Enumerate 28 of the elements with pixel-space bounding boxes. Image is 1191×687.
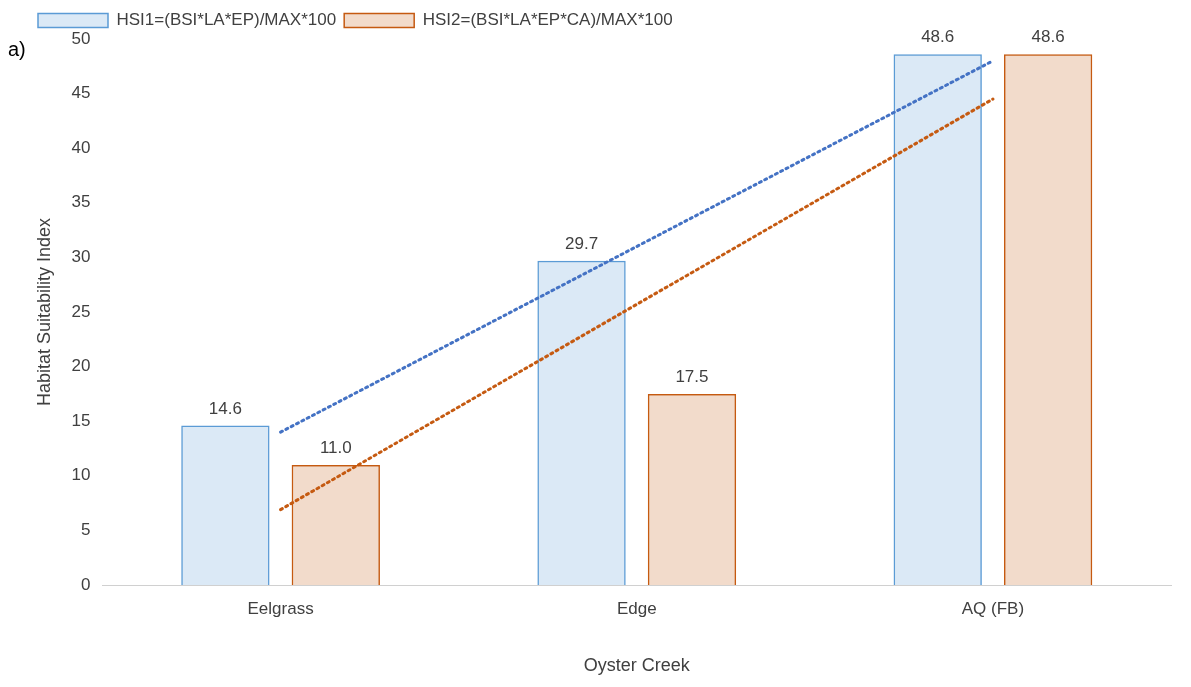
data-label: 48.6 [921, 27, 955, 47]
y-tick-label: 30 [71, 247, 91, 267]
legend-label: HSI1=(BSI*LA*EP)/MAX*100 [116, 10, 337, 30]
data-label: 11.0 [319, 438, 352, 458]
data-label: 29.7 [565, 233, 599, 253]
y-tick-label: 10 [71, 465, 91, 485]
y-axis-title: Habitat Suitability Index [33, 217, 54, 407]
y-tick-label: 45 [71, 83, 91, 103]
data-label: 14.6 [208, 398, 242, 418]
x-tick-label: Eelgrass [247, 598, 314, 618]
x-tick-label: AQ (FB) [961, 598, 1025, 618]
x-tick-label: Edge [616, 598, 657, 618]
data-label: 17.5 [675, 367, 709, 387]
data-label: 48.6 [1031, 27, 1065, 47]
y-tick-label: 0 [81, 574, 91, 594]
bar [1003, 54, 1093, 585]
legend-label: HSI2=(BSI*LA*EP*CA)/MAX*100 [422, 10, 673, 30]
y-tick-label: 50 [71, 28, 91, 48]
y-tick-label: 40 [71, 137, 91, 157]
bar [181, 425, 270, 585]
y-tick-label: 15 [71, 410, 91, 430]
y-tick-label: 20 [71, 356, 91, 376]
x-axis-title: Oyster Creek [583, 655, 691, 676]
y-tick-label: 25 [71, 301, 91, 321]
bar [647, 393, 737, 585]
text: a) [8, 37, 26, 60]
y-tick-label: 35 [71, 192, 91, 212]
y-tick-label: 5 [81, 520, 91, 540]
